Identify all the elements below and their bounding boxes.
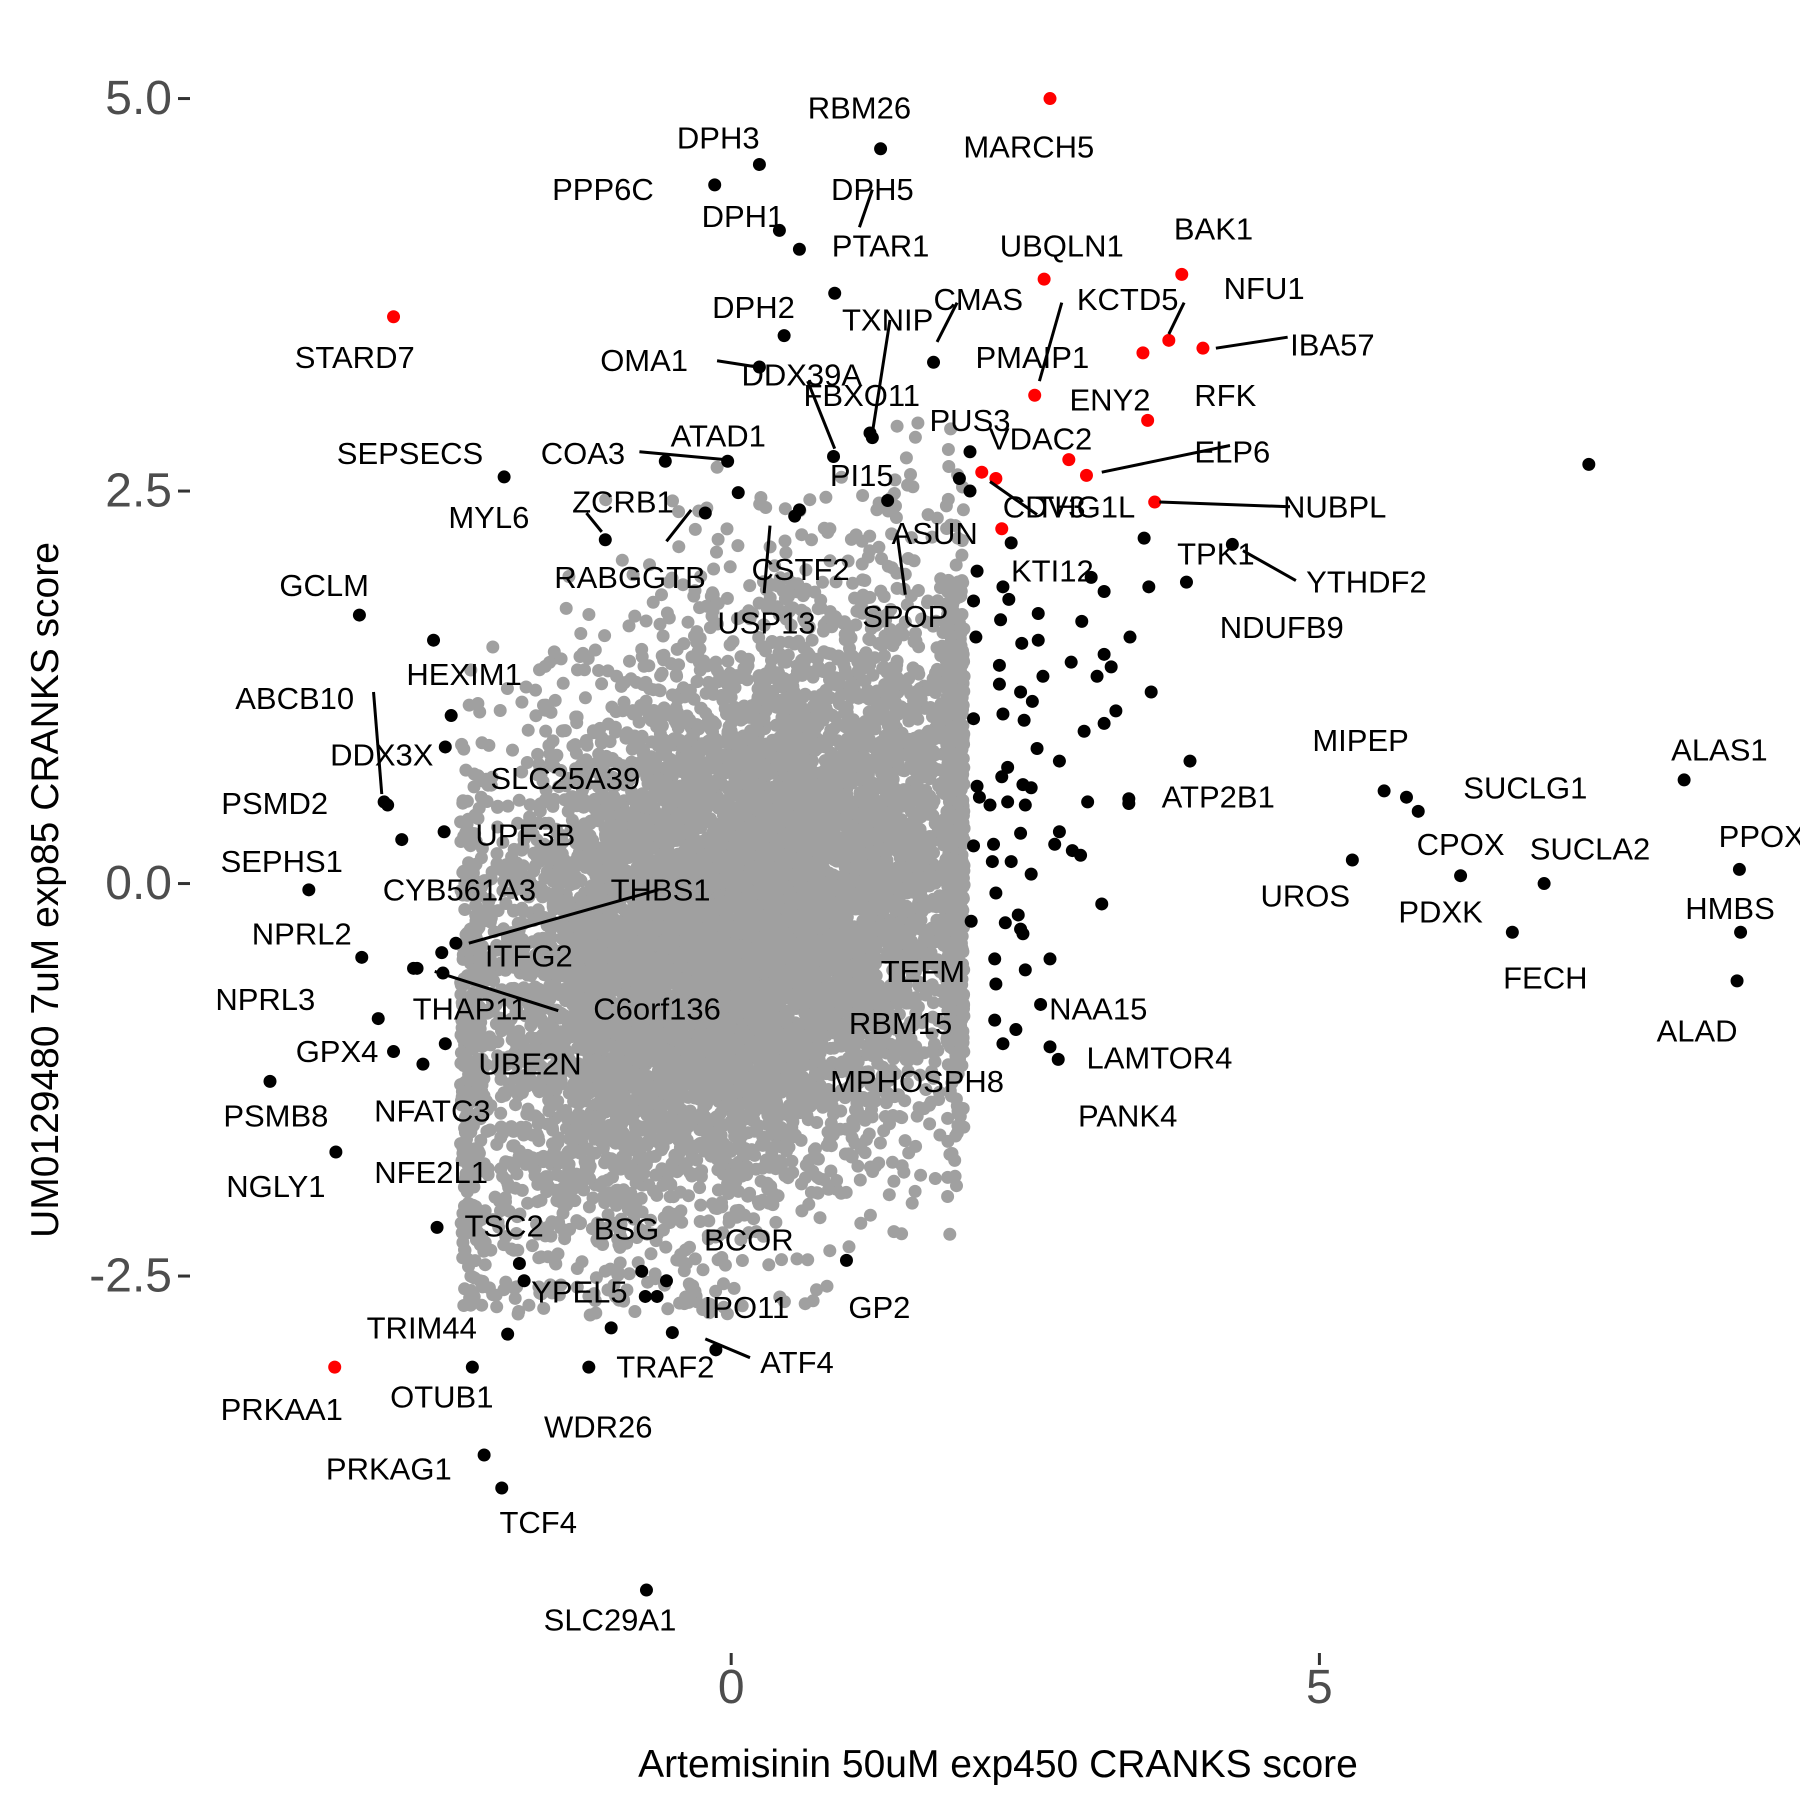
background-gene-point xyxy=(949,558,963,572)
background-gene-point xyxy=(574,627,588,640)
background-points xyxy=(454,416,971,1322)
background-gene-point xyxy=(696,1263,710,1277)
background-gene-point xyxy=(778,534,792,548)
background-gene-point xyxy=(682,1189,695,1203)
background-gene-point xyxy=(507,1243,521,1257)
background-gene-point xyxy=(923,1117,937,1131)
background-gene-point xyxy=(639,694,653,708)
background-gene-point xyxy=(735,1254,749,1267)
background-gene-point xyxy=(494,1106,508,1120)
background-gene-point xyxy=(515,695,529,709)
background-gene-point xyxy=(721,654,735,668)
background-gene-point xyxy=(578,691,592,705)
background-gene-point xyxy=(490,1300,504,1314)
background-gene-point xyxy=(665,571,679,585)
background-gene-point xyxy=(731,539,745,553)
background-gene-point xyxy=(511,1307,525,1321)
background-gene-point xyxy=(805,633,819,647)
background-gene-point xyxy=(574,1216,587,1230)
background-gene-point xyxy=(690,675,704,689)
background-gene-point xyxy=(823,1244,837,1258)
background-gene-point xyxy=(865,1110,879,1124)
background-gene-point xyxy=(707,562,721,576)
background-gene-point xyxy=(661,1302,675,1316)
background-gene-point xyxy=(890,581,904,595)
background-gene-point xyxy=(548,693,562,707)
background-gene-point xyxy=(521,723,535,737)
background-gene-point xyxy=(819,490,833,504)
background-gene-point xyxy=(858,574,872,587)
background-gene-point xyxy=(882,1188,896,1202)
background-gene-point xyxy=(522,1298,536,1312)
background-gene-point xyxy=(795,528,809,542)
background-gene-point xyxy=(813,1211,827,1225)
background-gene-point xyxy=(908,1184,922,1198)
background-gene-point xyxy=(941,1111,955,1125)
background-gene-point xyxy=(872,540,886,554)
background-gene-point xyxy=(948,1153,962,1167)
background-gene-point xyxy=(873,1136,887,1150)
background-gene-point xyxy=(795,1204,809,1218)
background-gene-point xyxy=(639,614,653,628)
background-gene-point xyxy=(778,502,792,516)
background-gene-point xyxy=(493,704,507,717)
background-gene-point xyxy=(672,540,686,554)
background-gene-point xyxy=(809,1142,822,1156)
background-gene-point xyxy=(956,503,970,517)
background-gene-point xyxy=(506,743,519,757)
background-gene-point xyxy=(941,443,955,456)
background-gene-point xyxy=(862,1127,876,1141)
background-gene-point xyxy=(667,1190,680,1204)
background-gene-point xyxy=(907,554,921,568)
background-gene-point xyxy=(568,1194,582,1208)
background-gene-point xyxy=(908,430,922,444)
background-gene-point xyxy=(588,1146,602,1160)
background-gene-point xyxy=(811,1170,824,1184)
background-gene-point xyxy=(803,493,817,507)
background-gene-point xyxy=(656,629,670,643)
background-gene-point xyxy=(805,533,818,547)
background-gene-point xyxy=(711,532,725,546)
background-gene-point xyxy=(486,640,500,654)
background-gene-point xyxy=(628,1305,642,1318)
